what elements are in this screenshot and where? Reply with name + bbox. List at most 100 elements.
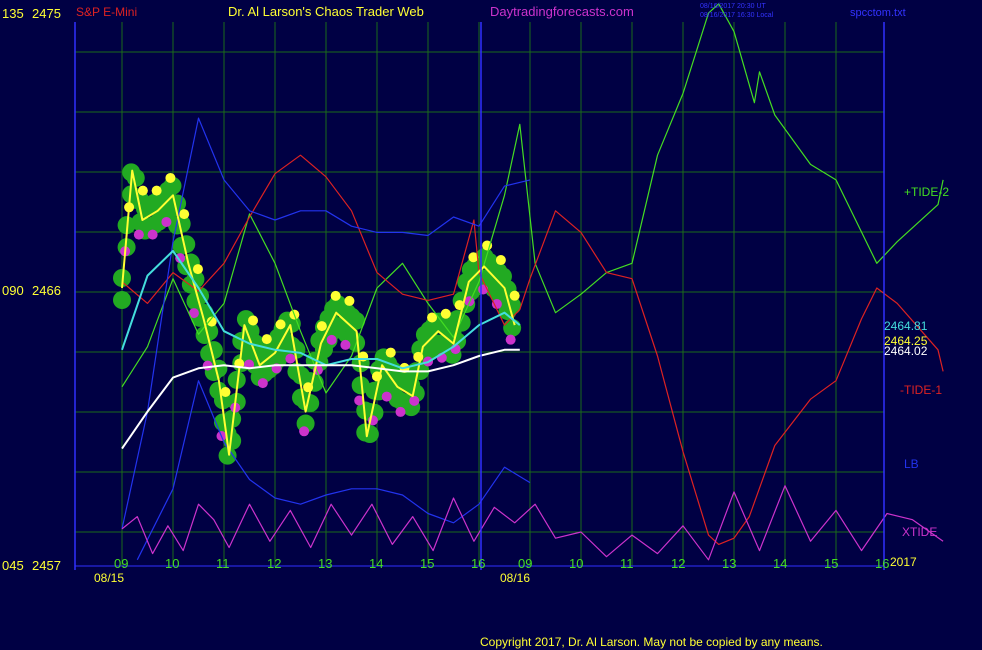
price-bubble-green [227, 370, 246, 389]
series-line-price [121, 169, 516, 456]
series-line-tide1 [121, 154, 944, 546]
price-bubble-green [223, 409, 242, 428]
price-bubble-magenta [395, 406, 406, 417]
series-line-lb [136, 380, 531, 561]
timestamp-ut: 08/16/2017 20:30 UT [700, 3, 766, 10]
price-bubble-yellow [316, 321, 327, 332]
y-tick-left-bottom: 045 [2, 558, 24, 573]
x-tick-day2: 09 [518, 556, 532, 571]
price-bubble-green [452, 313, 471, 332]
site-title: Dr. Al Larson's Chaos Trader Web [228, 4, 424, 19]
date-label-day2: 08/16 [500, 571, 530, 585]
legend-tide2: +TIDE-2 [904, 185, 949, 199]
x-tick-day1: 10 [165, 556, 179, 571]
x-tick-day2: 15 [824, 556, 838, 571]
price-bubble-yellow [179, 209, 190, 220]
source-file: spcctom.txt [850, 7, 906, 19]
price-bubble-yellow [220, 387, 231, 398]
price-bubble-yellow [385, 347, 396, 358]
price-bubble-yellow [151, 185, 162, 196]
x-tick-day1: 12 [267, 556, 281, 571]
price-bubble-magenta [381, 391, 392, 402]
price-bubble-green [347, 311, 366, 330]
price-bubble-yellow [261, 334, 272, 345]
price-bubble-magenta [340, 339, 351, 350]
price-bubble-yellow [248, 315, 259, 326]
right-label-price: 2464.25 [884, 334, 928, 348]
right-label-ma-slow: 2464.02 [884, 344, 928, 358]
chart-frame [74, 22, 885, 570]
price-bubble-yellow [468, 252, 479, 263]
x-tick-day2: 16 [875, 556, 889, 571]
price-bubble-yellow [192, 264, 203, 275]
price-bubble-green [503, 318, 522, 337]
price-bubble-yellow [427, 312, 438, 323]
price-bubble-magenta [491, 299, 502, 310]
x-tick-day1: 16 [471, 556, 485, 571]
y-tick-left-mid: 090 [2, 283, 24, 298]
price-bubble-yellow [275, 319, 286, 330]
price-bubble-magenta [202, 360, 213, 371]
price-bubble-green [351, 376, 370, 395]
price-bubble-magenta [188, 308, 199, 319]
x-tick-day2: 12 [671, 556, 685, 571]
price-bubble-magenta [285, 353, 296, 364]
price-bubble-green [360, 425, 379, 444]
series-line-xtide [121, 485, 944, 561]
price-bubble-yellow [330, 290, 341, 301]
x-axis-ticks: 09 10 11 12 13 14 15 16 09 10 11 12 13 14 15 16 [114, 556, 889, 571]
chart-series [121, 3, 944, 561]
price-bubble-yellow [482, 240, 493, 251]
price-bubbles [113, 163, 522, 465]
price-bubble-green [218, 446, 237, 465]
price-bubble-magenta [175, 253, 186, 264]
series-line-lb [121, 117, 531, 530]
instrument-title: S&P E-Mini [76, 5, 137, 19]
price-bubble-magenta [409, 395, 420, 406]
x-tick-day2: 14 [773, 556, 787, 571]
year-label: 2017 [890, 555, 917, 569]
x-tick-day1: 15 [420, 556, 434, 571]
right-label-ma-fast: 2464.81 [884, 319, 928, 333]
legend-xtide: XTIDE [902, 525, 937, 539]
copyright-footer: Copyright 2017, Dr. Al Larson. May not b… [480, 635, 823, 649]
y-tick-left-top: 135 [2, 6, 24, 21]
y-tick-right-bottom: 2457 [32, 558, 61, 573]
legend-lb: LB [904, 457, 919, 471]
price-bubble-magenta [161, 216, 172, 227]
price-bubble-magenta [147, 229, 158, 240]
price-bubble-yellow [206, 316, 217, 327]
legend-tide1: -TIDE-1 [900, 383, 942, 397]
x-tick-day1: 09 [114, 556, 128, 571]
series-line-tide2 [121, 3, 944, 394]
x-tick-day2: 10 [569, 556, 583, 571]
price-bubble-magenta [354, 395, 365, 406]
series-line-ma_slow [121, 348, 520, 450]
price-bubble-magenta [505, 334, 516, 345]
price-bubble-green [113, 291, 131, 309]
price-bubble-magenta [257, 378, 268, 389]
price-bubble-yellow [137, 185, 148, 196]
x-tick-day1: 14 [369, 556, 383, 571]
price-bubble-yellow [509, 290, 520, 301]
date-label-day1: 08/15 [94, 571, 124, 585]
y-tick-right-mid: 2466 [32, 283, 61, 298]
x-tick-day1: 13 [318, 556, 332, 571]
price-bubble-yellow [165, 172, 176, 183]
x-tick-day2: 13 [722, 556, 736, 571]
price-bubble-yellow [344, 295, 355, 306]
price-bubble-yellow [440, 308, 451, 319]
timestamp-local: 08/16/2017 16:30 Local [700, 12, 774, 19]
price-bubble-magenta [299, 426, 310, 437]
x-tick-day1: 11 [216, 556, 230, 571]
price-bubble-green [177, 235, 196, 254]
chart-grid [75, 22, 884, 566]
site-url: Daytradingforecasts.com [490, 4, 634, 19]
price-bubble-magenta [133, 229, 144, 240]
price-bubble-yellow [495, 255, 506, 266]
x-tick-day2: 11 [620, 556, 634, 571]
y-tick-right-top: 2475 [32, 6, 61, 21]
price-bubble-magenta [326, 334, 337, 345]
